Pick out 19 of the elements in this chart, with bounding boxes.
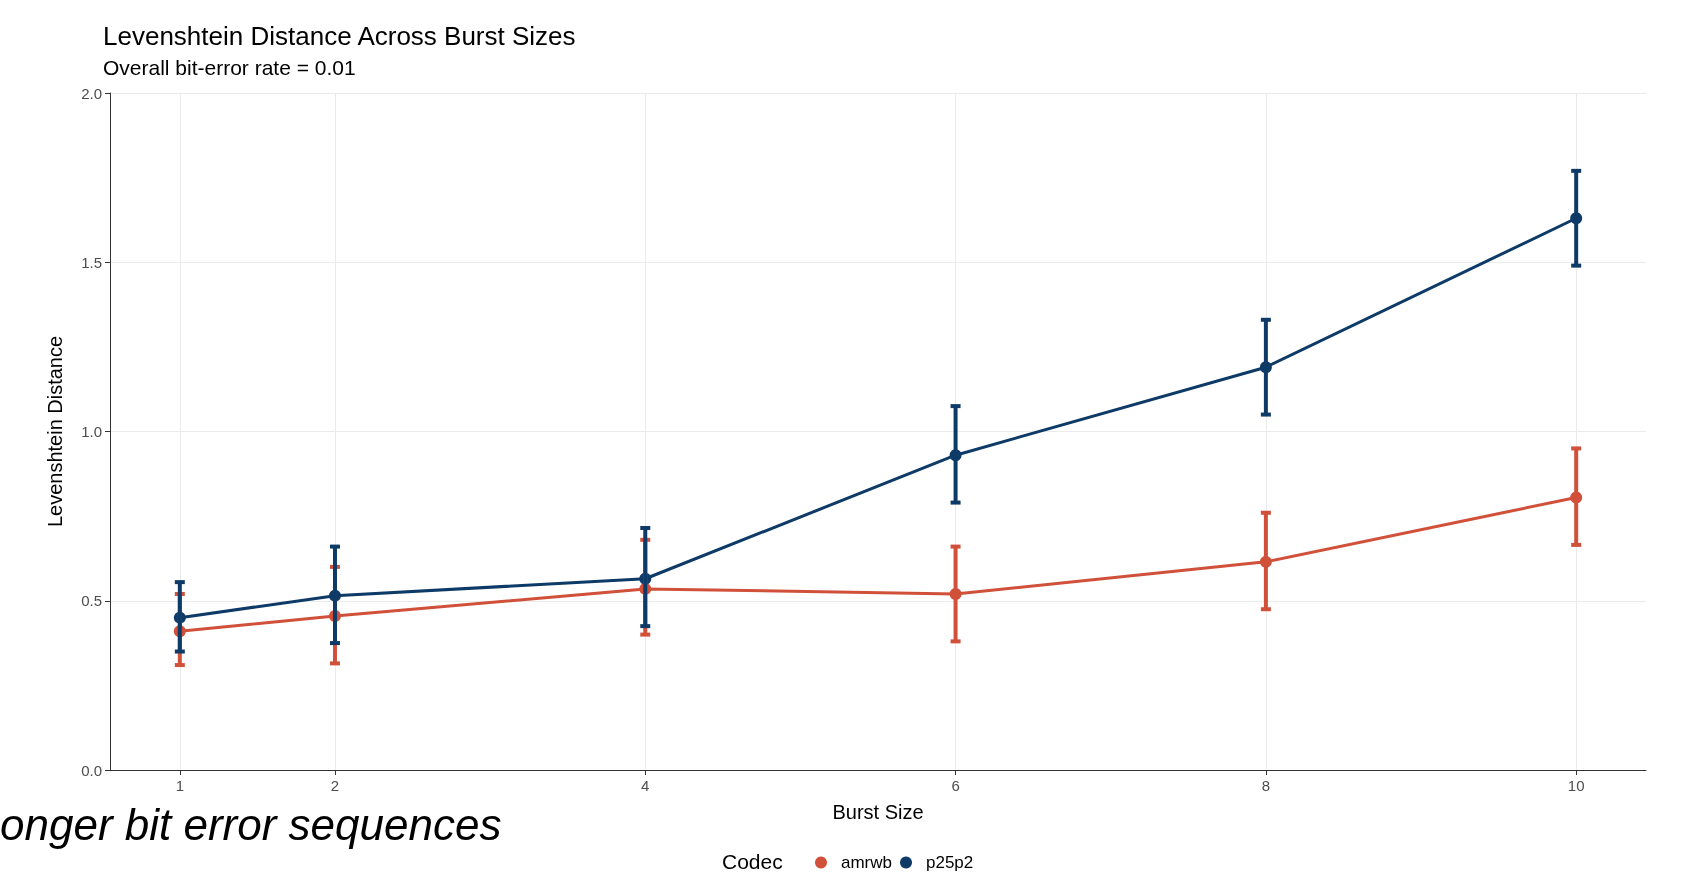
- y-tick-label: 2.0: [81, 84, 102, 102]
- legend-label: amrwb: [841, 853, 893, 872]
- x-tick-label: 4: [641, 777, 650, 794]
- y-tick-label: 1.5: [81, 253, 102, 271]
- x-tick-label: 6: [951, 777, 960, 794]
- x-tick-label: 8: [1261, 777, 1271, 794]
- text: onger bit error sequences: [0, 800, 502, 850]
- y-axis-title: Levenshtein Distance: [44, 335, 66, 528]
- y-tick-label: 0.5: [81, 592, 102, 610]
- x-tick-label: 2: [330, 777, 340, 794]
- chart-title: Levenshtein Distance Across Burst Sizes: [103, 21, 576, 51]
- legend-label: p25p2: [926, 853, 974, 872]
- x-tick-label: 10: [1567, 777, 1585, 794]
- x-axis-title: Burst Size: [832, 801, 924, 823]
- chart-subtitle: Overall bit-error rate = 0.01: [103, 56, 356, 79]
- legend-title: Codec: [722, 850, 783, 873]
- y-tick-label: 1.0: [81, 423, 102, 440]
- y-tick-label: 0.0: [81, 761, 102, 779]
- x-tick-label: 1: [175, 777, 184, 794]
